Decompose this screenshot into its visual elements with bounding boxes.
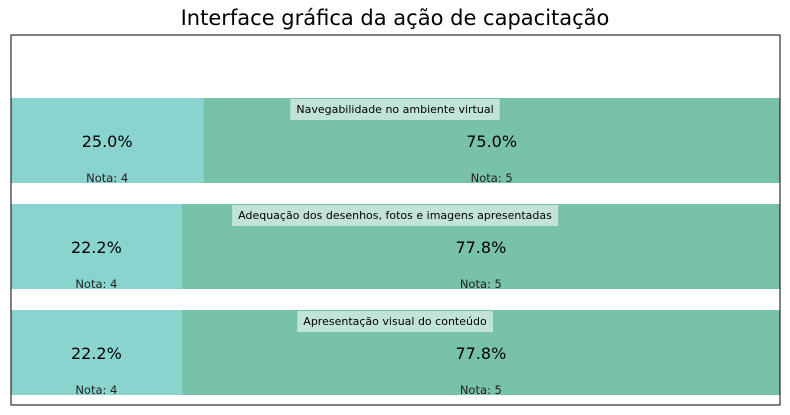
category-label: Navegabilidade no ambiente virtual bbox=[296, 103, 493, 116]
category-label-box bbox=[290, 99, 500, 120]
category-label: Adequação dos desenhos, fotos e imagens … bbox=[238, 209, 552, 222]
series-label: Nota: 5 bbox=[471, 171, 513, 185]
percent-label: 77.8% bbox=[455, 238, 506, 257]
series-label: Nota: 4 bbox=[75, 383, 117, 397]
series-label: Nota: 5 bbox=[460, 277, 502, 291]
bars-layer bbox=[11, 98, 780, 395]
series-label: Nota: 5 bbox=[460, 383, 502, 397]
chart-title: Interface gráfica da ação de capacitação bbox=[180, 6, 610, 30]
series-label: Nota: 4 bbox=[75, 277, 117, 291]
percent-label: 22.2% bbox=[71, 344, 122, 363]
category-label: Apresentação visual do conteúdo bbox=[303, 315, 487, 328]
bar-1-row-2 bbox=[11, 204, 182, 289]
bar-1-row-1 bbox=[11, 98, 204, 183]
category-label-box bbox=[232, 205, 559, 226]
category-label-box bbox=[297, 311, 493, 332]
bar-1-row-3 bbox=[11, 310, 182, 395]
percent-label: 75.0% bbox=[466, 132, 517, 151]
percent-label: 25.0% bbox=[82, 132, 133, 151]
series-label: Nota: 4 bbox=[86, 171, 128, 185]
percent-label: 22.2% bbox=[71, 238, 122, 257]
percent-label: 77.8% bbox=[455, 344, 506, 363]
plot-frame bbox=[10, 34, 781, 406]
labels-layer: 25.0% Nota: 4 75.0% Nota: 5 Navegabilidade n… bbox=[71, 99, 559, 397]
